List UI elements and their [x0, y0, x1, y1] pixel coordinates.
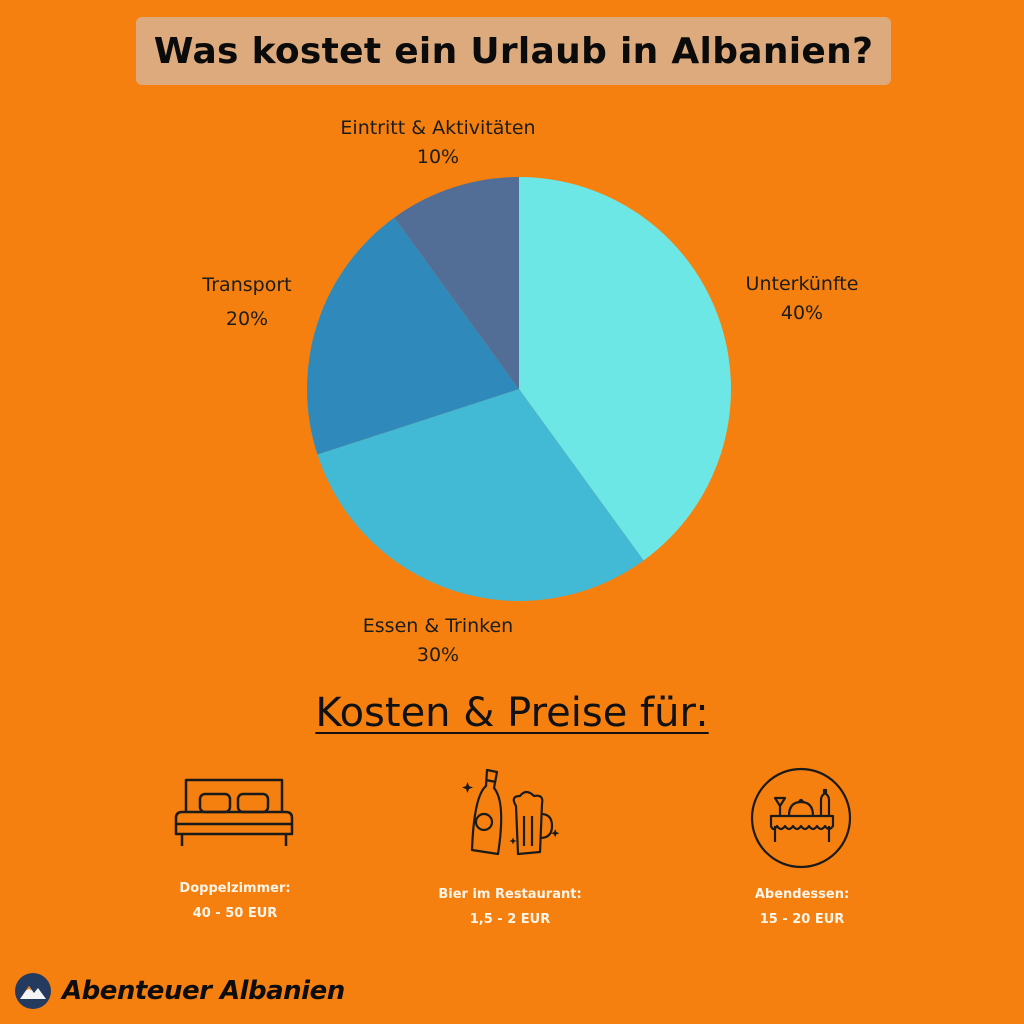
slice-value-eintritt: 10%	[416, 146, 460, 168]
price-label: Abendessen:	[754, 887, 850, 902]
pie-slice-0	[519, 177, 731, 561]
price-value: 15 - 20 EUR	[759, 912, 845, 927]
page-title: Was kostet ein Urlaub in Albanien?	[153, 30, 874, 72]
price-label: Doppelzimmer:	[179, 881, 291, 896]
label-essen-trinken: Essen & Trinken 30%	[338, 612, 538, 670]
dinner-icon	[750, 767, 852, 869]
price-item-doppelzimmer: Doppelzimmer: 40 - 50 EUR	[150, 876, 320, 926]
title-banner: Was kostet ein Urlaub in Albanien?	[136, 17, 891, 85]
label-eintritt: Eintritt & Aktivitäten 10%	[318, 114, 558, 172]
costs-heading: Kosten & Preise für:	[315, 690, 709, 736]
slice-label-eintritt: Eintritt & Aktivitäten	[340, 117, 536, 139]
bed-icon	[174, 778, 294, 846]
label-unterkuenfte: Unterkünfte 40%	[734, 270, 870, 328]
price-label: Bier im Restaurant:	[438, 887, 582, 902]
slice-value-transport: 20%	[225, 308, 269, 330]
pie-slice-2	[307, 217, 519, 455]
brand-name: Abenteuer Albanien	[62, 976, 345, 1006]
pie-slice-3	[394, 177, 519, 389]
price-item-abendessen: Abendessen: 15 - 20 EUR	[720, 882, 884, 932]
price-value: 1,5 - 2 EUR	[469, 912, 551, 927]
slice-value-essen-trinken: 30%	[416, 644, 460, 666]
price-item-bier: Bier im Restaurant: 1,5 - 2 EUR	[415, 882, 605, 932]
slice-label-essen-trinken: Essen & Trinken	[362, 615, 514, 637]
brand-logo: Abenteuer Albanien	[14, 972, 345, 1010]
slice-label-unterkuenfte: Unterkünfte	[745, 273, 859, 295]
pie-slice-1	[317, 389, 644, 601]
slice-value-unterkuenfte: 40%	[780, 302, 824, 324]
label-transport: Transport 20%	[182, 268, 312, 336]
beer-icon	[462, 768, 560, 856]
price-value: 40 - 50 EUR	[192, 906, 278, 921]
slice-label-transport: Transport	[202, 274, 292, 296]
mountain-logo-icon	[15, 973, 51, 1009]
